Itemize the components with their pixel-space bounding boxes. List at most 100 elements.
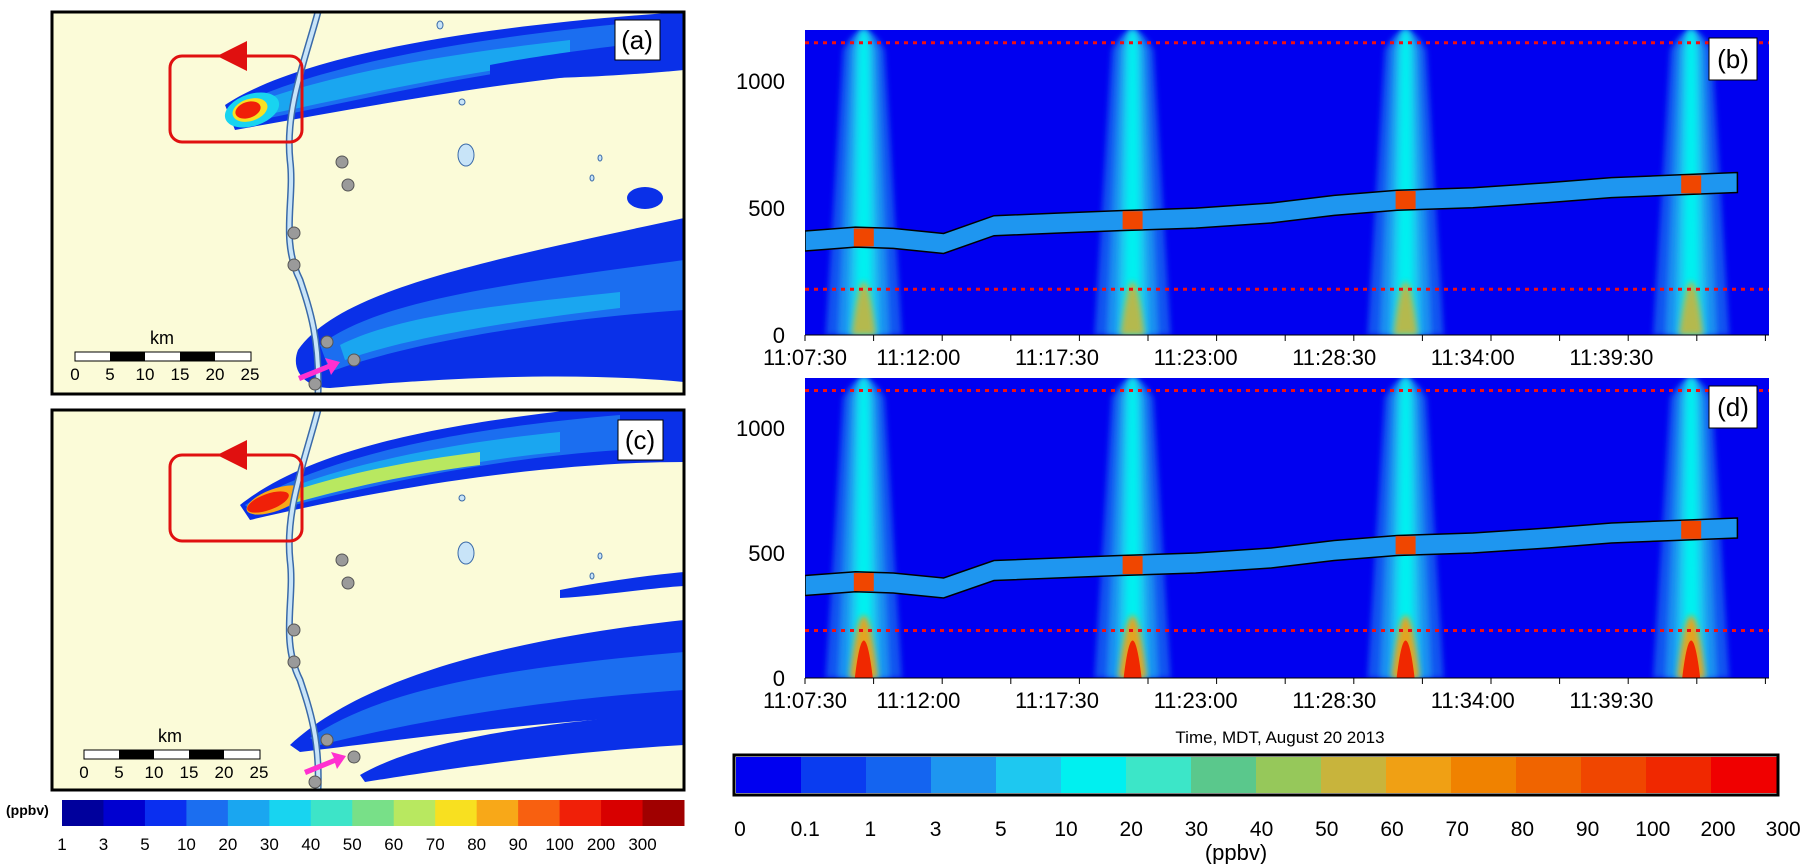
chart-d-y-tick-label: 500: [748, 541, 785, 566]
chart-d-flight-track: [805, 517, 1739, 599]
map-a-river: [287, 12, 321, 394]
chart-b-plume-surface: [1679, 281, 1704, 335]
chart-b-x-tick-label: 11:34:00: [1431, 345, 1515, 370]
map-a-upper-plume-core-red: [235, 101, 261, 119]
chart-colorbar-tick-label: 40: [1250, 818, 1273, 841]
chart-colorbar-swatch: [1581, 757, 1647, 793]
chart-d-x-tick-label: 11:07:30: [763, 688, 847, 713]
chart-b-track-hotspot: [1681, 175, 1702, 194]
map-colorbar-swatch: [393, 800, 436, 826]
map-a-site-marker: [320, 335, 334, 349]
chart-colorbar-unit: (ppbv): [1205, 840, 1267, 864]
map-a-lake-small: [589, 174, 595, 182]
map-a-site-marker: [335, 155, 349, 169]
chart-d-plume-surface-core: [854, 640, 873, 678]
chart-colorbar-tick-label: 300: [1766, 818, 1800, 841]
map-colorbar-tick-label: 20: [218, 835, 237, 854]
map-c-scale-tick-label: 20: [215, 763, 234, 782]
chart-b-flight-track: [805, 171, 1739, 255]
chart-b-plot-area: [805, 30, 1769, 335]
map-panel-a: (a) km 0 5 10 15 20 25: [50, 10, 686, 396]
map-a-scale-tick-label: 25: [241, 365, 260, 384]
map-colorbar-swatch: [144, 800, 187, 826]
chart-colorbar-tick-label: 60: [1380, 818, 1403, 841]
chart-d-plume-layer: [855, 378, 872, 678]
map-colorbar-tick-label: 50: [343, 835, 362, 854]
map-c-scale-tick-label: 15: [180, 763, 199, 782]
map-colorbar-swatch: [227, 800, 270, 826]
map-colorbar-swatches: [62, 800, 685, 826]
map-c-site-marker: [287, 623, 301, 637]
map-c-river: [287, 410, 321, 790]
map-c-site-marker: [287, 655, 301, 669]
map-c-scale-segment: [119, 750, 154, 759]
map-c-lake-small: [597, 552, 603, 560]
map-a-site-marker: [347, 353, 361, 367]
map-a-scale-tick-label: 5: [105, 365, 114, 384]
chart-colorbar-swatch: [801, 757, 867, 793]
map-colorbar-tick-label: 40: [301, 835, 320, 854]
map-colorbar-unit: (ppbv): [6, 802, 49, 818]
map-a-scale-segment: [110, 352, 145, 361]
map-a-site-marker: [287, 226, 301, 240]
map-a-scale-tick-label: 15: [171, 365, 190, 384]
map-c-frame: [50, 408, 686, 792]
chart-colorbar-tick-label: 200: [1700, 818, 1735, 841]
chart-b-label-box: [1708, 37, 1758, 81]
chart-b-plume-surface: [1393, 281, 1418, 335]
chart-b-plume-layer: [1124, 30, 1141, 335]
map-colorbar-tick-label: 1: [57, 835, 66, 854]
chart-d-axes: 0 500 1000 11:07:30 11:12:00 11:17:30 11:23:00…: [736, 385, 1766, 713]
chart-colorbar-swatch: [1386, 757, 1452, 793]
chart-colorbar-swatch: [1061, 757, 1127, 793]
chart-d-plume-surface-core: [1123, 640, 1142, 678]
map-colorbar-swatch: [601, 800, 644, 826]
chart-colorbar-tick-label: 100: [1635, 818, 1670, 841]
map-colorbar-tick-label: 100: [545, 835, 573, 854]
map-c-site-marker: [341, 576, 355, 590]
map-c-lake-small: [589, 572, 595, 580]
map-a-scale-bar: km 0 5 10 15 20 25: [70, 328, 259, 384]
chart-d-track-hotspot: [853, 573, 874, 592]
chart-colorbar-swatch: [1191, 757, 1257, 793]
map-colorbar: (ppbv) 1 3 5 10 20 30 40 50 60 70 80 90 100 200 300: [6, 800, 685, 854]
map-c-area: (c) km 0 5 10 15 20 25: [52, 410, 684, 790]
map-a-site-marker: [341, 178, 355, 192]
map-colorbar-tick-label: 70: [426, 835, 445, 854]
map-c-lowest-plume: [360, 712, 684, 782]
map-c-site-marker: [308, 775, 322, 789]
chart-colorbar-tick-label: 90: [1576, 818, 1599, 841]
chart-colorbar-tick-label: 0.1: [791, 818, 820, 841]
chart-b-panel-label: (b): [1717, 44, 1749, 74]
map-colorbar-tick-labels: 1 3 5 10 20 30 40 50 60 70 80 90 100 200 300: [57, 835, 656, 854]
chart-d-y-tick-label: 0: [773, 666, 785, 691]
chart-colorbar-tick-label: 5: [995, 818, 1007, 841]
map-c-scale-bar: km 0 5 10 15 20 25: [79, 726, 268, 782]
chart-colorbar-swatches: [736, 757, 1777, 793]
map-c-upper-plume-core-red: [247, 491, 289, 513]
chart-d-plume-surface-core: [1682, 640, 1701, 678]
map-colorbar-swatch: [62, 800, 104, 826]
map-a-isolated-patch: [627, 187, 663, 209]
map-colorbar-tick-label: 80: [467, 835, 486, 854]
map-a-scale-tick-label: 20: [206, 365, 225, 384]
map-a-frame: [50, 10, 686, 396]
map-c-lake: [457, 541, 475, 565]
chart-b-plume: [825, 30, 902, 335]
map-a-scale-segment: [180, 352, 215, 361]
chart-colorbar-swatch: [1516, 757, 1582, 793]
map-a-scale-tick-label: 0: [70, 365, 79, 384]
chart-d-plume: [1367, 378, 1444, 678]
chart-colorbar-swatch: [736, 757, 802, 793]
map-colorbar-tick-label: 200: [587, 835, 615, 854]
map-c-scale-tick-label: 25: [250, 763, 269, 782]
map-c-scale-frame: [83, 749, 261, 760]
chart-d-x-tick-label: 11:17:30: [1015, 688, 1099, 713]
chart-b-x-tick-label: 11:07:30: [763, 345, 847, 370]
chart-b-track-hotspot: [1395, 191, 1416, 210]
map-a-lake: [457, 143, 475, 167]
map-colorbar-tick-label: 10: [177, 835, 196, 854]
chart-b-y-tick-label: 1000: [736, 69, 785, 94]
chart-d-plume-layer: [1124, 378, 1141, 678]
